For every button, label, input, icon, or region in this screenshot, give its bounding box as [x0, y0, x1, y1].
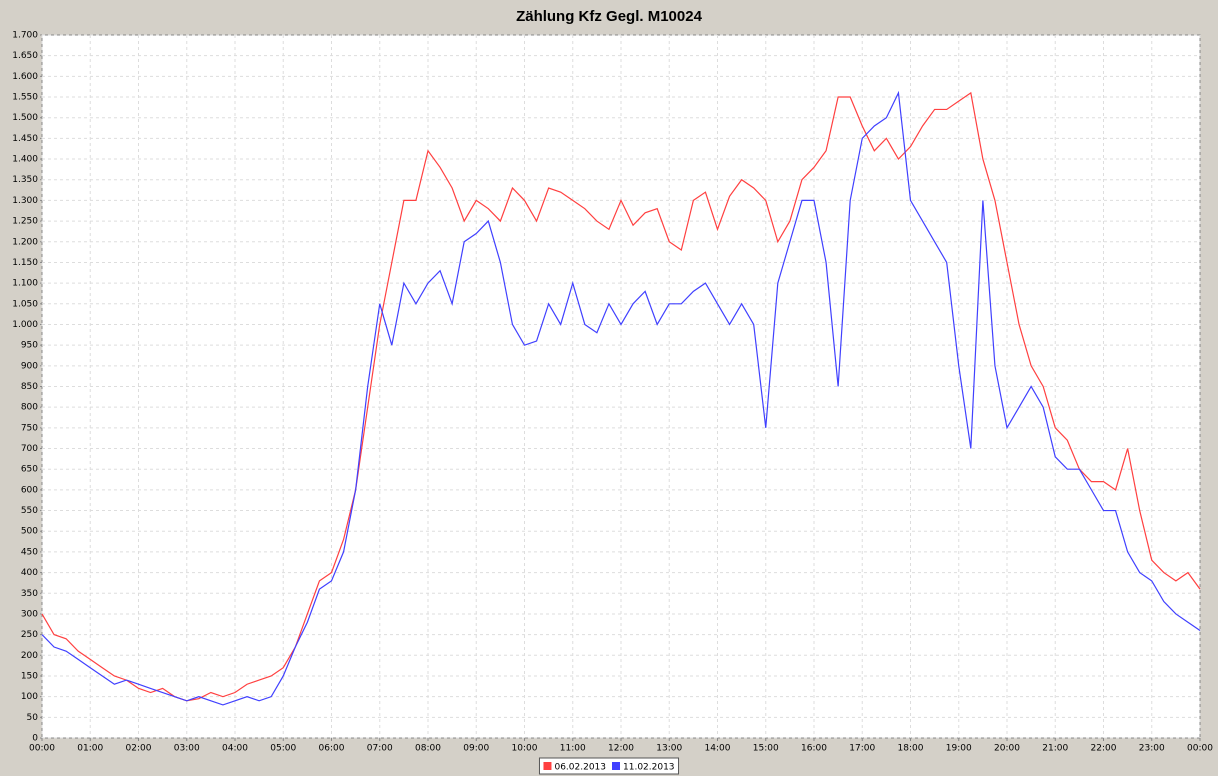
y-tick-label: 1.550 [12, 93, 38, 103]
y-tick-label: 1.400 [12, 155, 38, 165]
x-tick-label: 20:00 [994, 744, 1020, 754]
x-tick-label: 17:00 [849, 744, 875, 754]
y-tick-label: 1.350 [12, 175, 38, 185]
y-tick-label: 500 [21, 527, 38, 537]
x-tick-label: 01:00 [77, 744, 103, 754]
y-tick-label: 600 [21, 485, 38, 495]
y-tick-label: 1.300 [12, 196, 38, 206]
y-tick-label: 1.000 [12, 320, 38, 330]
y-tick-label: 350 [21, 589, 38, 599]
legend-swatch [543, 762, 552, 770]
x-tick-label: 10:00 [512, 744, 538, 754]
y-tick-label: 650 [21, 465, 38, 475]
y-tick-label: 400 [21, 568, 38, 578]
y-tick-label: 450 [21, 547, 38, 557]
legend-swatch [612, 762, 620, 770]
x-tick-label: 12:00 [608, 744, 634, 754]
x-tick-label: 18:00 [898, 744, 924, 754]
x-tick-label: 02:00 [126, 744, 152, 754]
x-tick-label: 00:00 [1187, 744, 1213, 754]
x-tick-label: 08:00 [415, 744, 441, 754]
y-tick-label: 300 [21, 609, 38, 619]
legend-label: 11.02.2013 [623, 763, 675, 773]
x-tick-label: 04:00 [222, 744, 248, 754]
y-tick-label: 1.700 [12, 31, 38, 41]
y-tick-label: 900 [21, 361, 38, 371]
x-tick-label: 00:00 [29, 744, 55, 754]
y-tick-label: 1.100 [12, 279, 38, 289]
y-tick-label: 1.600 [12, 72, 38, 82]
y-tick-label: 1.450 [12, 134, 38, 144]
y-tick-label: 1.050 [12, 299, 38, 309]
y-tick-label: 1.500 [12, 113, 38, 123]
x-tick-label: 21:00 [1042, 744, 1068, 754]
y-tick-label: 0 [32, 734, 38, 744]
x-tick-label: 11:00 [560, 744, 586, 754]
y-tick-label: 100 [21, 692, 38, 702]
x-tick-label: 06:00 [319, 744, 345, 754]
x-tick-label: 23:00 [1139, 744, 1165, 754]
y-tick-label: 1.250 [12, 217, 38, 227]
y-tick-label: 750 [21, 423, 38, 433]
y-tick-label: 700 [21, 444, 38, 454]
x-tick-label: 09:00 [463, 744, 489, 754]
x-tick-label: 15:00 [753, 744, 779, 754]
chart-title: Zählung Kfz Gegl. M10024 [516, 8, 703, 25]
y-tick-label: 150 [21, 671, 38, 681]
y-tick-label: 200 [21, 651, 38, 661]
x-tick-label: 13:00 [656, 744, 682, 754]
legend [538, 757, 680, 775]
y-tick-label: 1.150 [12, 258, 38, 268]
y-tick-label: 800 [21, 403, 38, 413]
y-tick-label: 950 [21, 341, 38, 351]
x-tick-label: 16:00 [801, 744, 827, 754]
legend-label: 06.02.2013 [554, 763, 606, 773]
x-tick-label: 03:00 [174, 744, 200, 754]
x-tick-label: 19:00 [946, 744, 972, 754]
y-tick-label: 850 [21, 382, 38, 392]
x-tick-label: 14:00 [705, 744, 731, 754]
y-tick-label: 1.650 [12, 51, 38, 61]
y-tick-label: 1.200 [12, 237, 38, 247]
x-tick-label: 05:00 [270, 744, 296, 754]
y-tick-label: 550 [21, 506, 38, 516]
x-tick-label: 22:00 [1091, 744, 1117, 754]
series-line [41, 91, 1201, 702]
x-tick-label: 07:00 [367, 744, 393, 754]
y-tick-label: 50 [27, 713, 39, 723]
series-line [41, 90, 1201, 706]
y-tick-label: 250 [21, 630, 38, 640]
